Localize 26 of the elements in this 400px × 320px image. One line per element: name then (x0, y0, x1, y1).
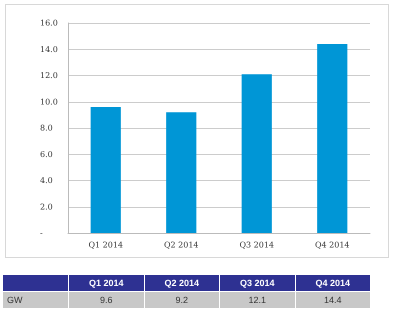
bar (317, 44, 348, 233)
data-label: 9.2 (144, 292, 220, 308)
y-tick-label: 8.0 (40, 124, 53, 132)
category-label: Q2 2014 (164, 278, 200, 288)
bar (242, 74, 272, 233)
y-tick-label: 2.0 (40, 202, 53, 212)
text: GW (2, 292, 68, 308)
y-tick-label: 10.0 (40, 97, 58, 106)
y-tick-label: - (40, 228, 43, 238)
data-label: 14.4 (295, 292, 370, 308)
x-tick-label: Q3 2014 (239, 240, 274, 250)
category-label: Q1 2014 (88, 278, 124, 288)
y-tick-label: 14.0 (40, 44, 58, 54)
bar (90, 107, 121, 233)
y-tick-label: 16.0 (40, 18, 58, 28)
y-tick-label: 4.0 (40, 176, 53, 185)
category-label: Q4 2014 (315, 278, 350, 288)
data-label: 9.6 (68, 292, 144, 308)
x-tick-label: Q1 2014 (88, 240, 124, 250)
x-tick-label: Q4 2014 (314, 240, 350, 250)
data-label: 12.1 (220, 292, 295, 308)
bar (166, 112, 196, 233)
y-tick-label: 12.0 (40, 71, 58, 80)
x-tick-label: Q2 2014 (164, 240, 199, 250)
y-tick-label: 6.0 (40, 150, 53, 159)
category-label: Q3 2014 (240, 278, 275, 288)
